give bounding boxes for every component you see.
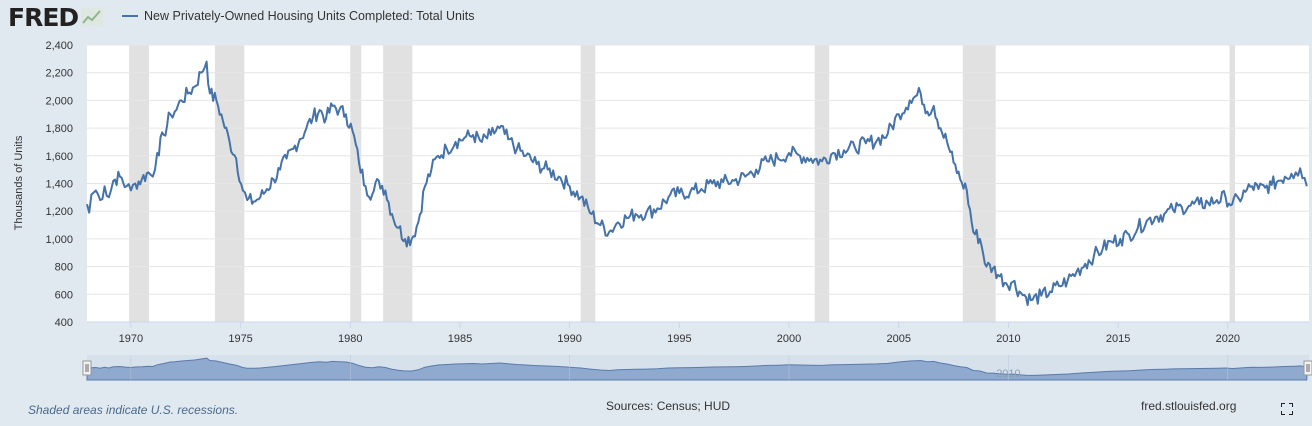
logo-graph-icon <box>81 8 104 26</box>
y-tick-label: 2,200 <box>45 68 73 80</box>
chart-legend[interactable]: New Privately-Owned Housing Units Comple… <box>122 9 474 23</box>
y-tick-label: 2,000 <box>45 95 73 107</box>
y-tick-label: 1,200 <box>45 206 73 218</box>
chart-header: FRED New Privately-Owned Housing Units C… <box>0 0 1312 34</box>
y-tick-label: 800 <box>55 262 73 274</box>
legend-swatch <box>122 15 138 17</box>
logo-text: FRED <box>8 2 79 32</box>
x-tick-label: 1995 <box>667 333 691 345</box>
x-tick-label: 1985 <box>448 333 472 345</box>
x-tick-label: 2010 <box>996 333 1020 345</box>
y-tick-label: 1,400 <box>45 179 73 191</box>
y-tick-label: 1,000 <box>45 234 73 246</box>
x-tick-label: 2015 <box>1106 333 1130 345</box>
sources-text: Sources: Census; HUD <box>606 399 731 413</box>
navigator-ticks: 2010 <box>130 355 1229 380</box>
recession-note: Shaded areas indicate U.S. recessions. <box>28 403 239 417</box>
fullscreen-icon[interactable] <box>1281 403 1293 415</box>
y-tick-label: 2,400 <box>45 40 73 52</box>
fred-logo[interactable]: FRED <box>8 2 104 32</box>
x-tick-label: 1990 <box>557 333 581 345</box>
y-tick-label: 1,800 <box>45 123 73 135</box>
navigator-area <box>86 357 1308 381</box>
y-tick-label: 400 <box>55 317 73 329</box>
legend-label: New Privately-Owned Housing Units Comple… <box>144 9 475 23</box>
x-tick-label: 2020 <box>1216 333 1240 345</box>
site-link[interactable]: fred.stlouisfed.org <box>1141 399 1237 413</box>
x-tick-label: 1980 <box>338 333 362 345</box>
navigator-right-handle[interactable] <box>1303 360 1312 376</box>
x-axis-ticks: 1970 1975 1980 1985 1990 1995 2000 2005 2010 2015… <box>87 321 1309 345</box>
y-axis-label: Thousands of Units <box>13 135 25 230</box>
x-tick-label: 1975 <box>228 333 252 345</box>
navigator-tick-label: 2010 <box>996 368 1020 380</box>
series-line[interactable] <box>86 60 1308 307</box>
x-tick-label: 2000 <box>777 333 801 345</box>
y-tick-label: 600 <box>55 289 73 301</box>
x-tick-label: 2005 <box>886 333 910 345</box>
y-tick-label: 1,600 <box>45 151 73 163</box>
range-navigator[interactable]: 2010 <box>82 355 1312 381</box>
navigator-left-handle[interactable] <box>82 360 92 376</box>
y-axis-ticks: 400 600 800 1,000 1,200 1,400 1,600 1,800 2,000 2… <box>45 40 73 329</box>
x-tick-label: 1970 <box>119 333 143 345</box>
